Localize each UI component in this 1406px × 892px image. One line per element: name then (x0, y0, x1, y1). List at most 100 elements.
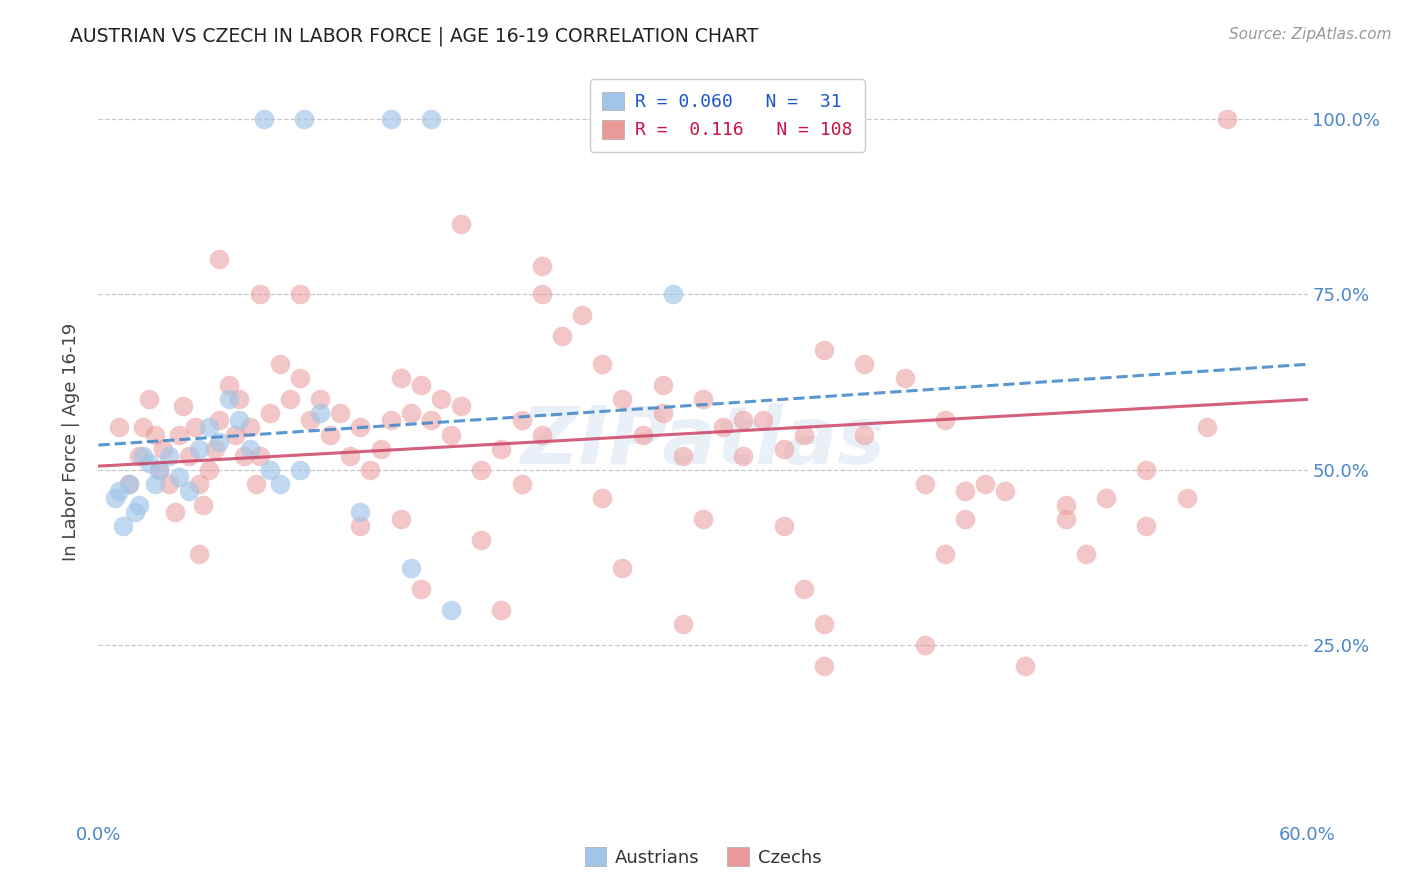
Point (132, 449, 155, 463)
Point (953, 512, 976, 526)
Point (319, 427, 342, 442)
Point (184, 420, 207, 434)
Point (672, 617, 695, 632)
Point (269, 476, 291, 491)
Point (914, 476, 936, 491)
Point (107, 483, 129, 498)
Point (853, 357, 876, 371)
Point (288, 462, 311, 476)
Point (124, 505, 146, 519)
Point (692, 392, 714, 407)
Point (148, 462, 170, 476)
Point (440, 427, 463, 442)
Point (204, 442, 226, 456)
Point (138, 456, 160, 470)
Point (292, 112, 315, 126)
Point (288, 371, 311, 385)
Point (167, 469, 190, 483)
Point (208, 434, 231, 449)
Point (1095, 491, 1118, 505)
Point (813, 343, 835, 358)
Point (198, 420, 221, 434)
Point (1135, 518, 1157, 533)
Point (143, 427, 166, 442)
Point (269, 357, 291, 371)
Point (157, 476, 180, 491)
Point (612, 392, 634, 407)
Point (143, 476, 166, 491)
Point (1135, 462, 1157, 476)
Point (571, 308, 593, 322)
Point (188, 476, 211, 491)
Point (380, 413, 402, 427)
Point (420, 112, 443, 126)
Point (380, 112, 402, 126)
Point (309, 407, 332, 421)
Point (249, 287, 271, 301)
Point (470, 462, 492, 476)
Point (249, 449, 271, 463)
Point (253, 112, 276, 126)
Point (591, 357, 613, 371)
Point (399, 407, 422, 421)
Point (612, 561, 634, 575)
Point (974, 476, 997, 491)
Point (530, 259, 553, 273)
Point (370, 442, 392, 456)
Point (430, 392, 453, 407)
Point (349, 420, 371, 434)
Point (218, 392, 240, 407)
Point (1175, 491, 1198, 505)
Text: Source: ZipAtlas.com: Source: ZipAtlas.com (1229, 27, 1392, 42)
Point (208, 413, 231, 427)
Point (198, 462, 221, 476)
Point (329, 407, 352, 421)
Point (934, 413, 956, 427)
Point (409, 378, 432, 392)
Point (172, 400, 194, 414)
Point (339, 449, 361, 463)
Point (551, 329, 574, 343)
Point (128, 498, 150, 512)
Point (530, 287, 553, 301)
Point (631, 427, 654, 442)
Point (651, 378, 673, 392)
Text: ZIPatlas: ZIPatlas (520, 402, 886, 481)
Point (349, 505, 371, 519)
Point (132, 420, 155, 434)
Point (278, 392, 301, 407)
Point (259, 407, 281, 421)
Point (450, 217, 472, 231)
Point (299, 413, 322, 427)
Point (953, 483, 976, 498)
Point (661, 287, 683, 301)
Point (232, 449, 254, 463)
Point (994, 483, 1017, 498)
Point (1054, 498, 1077, 512)
Point (813, 659, 835, 673)
Point (152, 442, 174, 456)
Legend: R = 0.060   N =  31, R =  0.116   N = 108: R = 0.060 N = 31, R = 0.116 N = 108 (589, 79, 865, 152)
Legend: Austrians, Czechs: Austrians, Czechs (578, 840, 828, 874)
Point (179, 483, 201, 498)
Point (914, 638, 936, 652)
Point (692, 512, 714, 526)
Point (163, 505, 186, 519)
Point (934, 547, 956, 561)
Point (148, 462, 170, 476)
Point (1074, 547, 1097, 561)
Point (103, 491, 125, 505)
Point (672, 449, 695, 463)
Point (228, 392, 250, 407)
Point (510, 413, 533, 427)
Point (711, 420, 734, 434)
Point (399, 561, 422, 575)
Point (591, 491, 613, 505)
Point (245, 476, 267, 491)
Point (1054, 512, 1077, 526)
Point (733, 413, 755, 427)
Point (349, 518, 371, 533)
Point (793, 427, 815, 442)
Point (239, 442, 262, 456)
Point (111, 518, 134, 533)
